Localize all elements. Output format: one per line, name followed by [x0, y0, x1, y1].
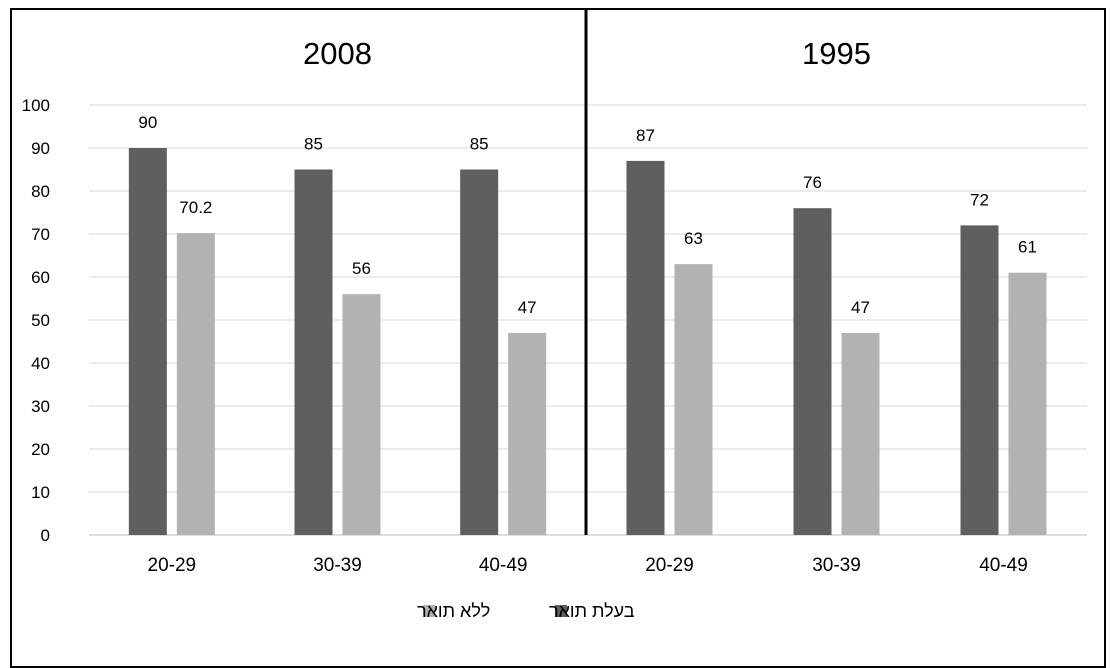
bar — [128, 148, 167, 535]
bar — [1008, 272, 1047, 535]
legend-swatch — [423, 605, 435, 617]
legend-label: בעלת תואר — [549, 601, 635, 621]
y-tick-label: 10 — [31, 483, 50, 502]
legend-label: ללא תואר — [417, 601, 490, 621]
y-tick-label: 90 — [31, 139, 50, 158]
data-labels: 90 70.2 85 56 85 47 87 63 76 47 72 61 — [138, 113, 1037, 317]
data-label: 47 — [851, 298, 870, 317]
panel-title: 1995 — [802, 36, 871, 71]
panel-title: 2008 — [303, 36, 372, 71]
panel-titles: 2008 1995 — [303, 36, 871, 71]
bar — [960, 225, 999, 535]
x-category-label: 30-39 — [313, 555, 362, 576]
y-tick-label: 40 — [31, 354, 50, 373]
x-category-label: 20-29 — [148, 555, 197, 576]
bar — [674, 264, 713, 535]
data-label: 63 — [684, 229, 703, 248]
bar — [460, 169, 499, 535]
bars — [128, 148, 1047, 535]
y-tick-label: 100 — [22, 96, 50, 115]
data-label: 76 — [803, 173, 822, 192]
x-category-label: 30-39 — [812, 555, 861, 576]
y-tick-label: 60 — [31, 268, 50, 287]
gridlines — [89, 104, 1087, 536]
y-tick-label: 80 — [31, 182, 50, 201]
y-axis: 0 10 20 30 40 50 60 70 80 90 100 — [22, 96, 50, 545]
data-label: 47 — [518, 298, 537, 317]
data-label: 87 — [636, 126, 655, 145]
data-label: 70.2 — [179, 198, 212, 217]
legend-swatch — [555, 605, 567, 617]
y-tick-label: 70 — [31, 225, 50, 244]
data-label: 85 — [470, 135, 489, 154]
data-label: 56 — [352, 259, 371, 278]
data-label: 85 — [304, 135, 323, 154]
bar — [176, 233, 215, 535]
bar — [508, 332, 547, 535]
x-axis: 20-29 30-39 40-49 20-29 30-39 40-49 — [148, 555, 1028, 576]
bar — [841, 332, 880, 535]
y-tick-label: 0 — [41, 526, 50, 545]
y-tick-label: 50 — [31, 311, 50, 330]
y-tick-label: 30 — [31, 397, 50, 416]
data-label: 90 — [138, 113, 157, 132]
data-label: 61 — [1018, 238, 1037, 257]
data-label: 72 — [970, 190, 989, 209]
legend: בעלת תואר ללא תואר — [417, 601, 635, 621]
bar-chart: 0 10 20 30 40 50 60 70 80 90 100 90 70.2 85 56 85 47 87 6… — [22, 9, 1087, 621]
bar — [793, 208, 832, 535]
bar — [342, 294, 381, 535]
x-category-label: 20-29 — [645, 555, 694, 576]
bar — [626, 160, 665, 535]
x-category-label: 40-49 — [479, 555, 528, 576]
y-tick-label: 20 — [31, 440, 50, 459]
bar — [294, 169, 333, 535]
x-category-label: 40-49 — [979, 555, 1028, 576]
